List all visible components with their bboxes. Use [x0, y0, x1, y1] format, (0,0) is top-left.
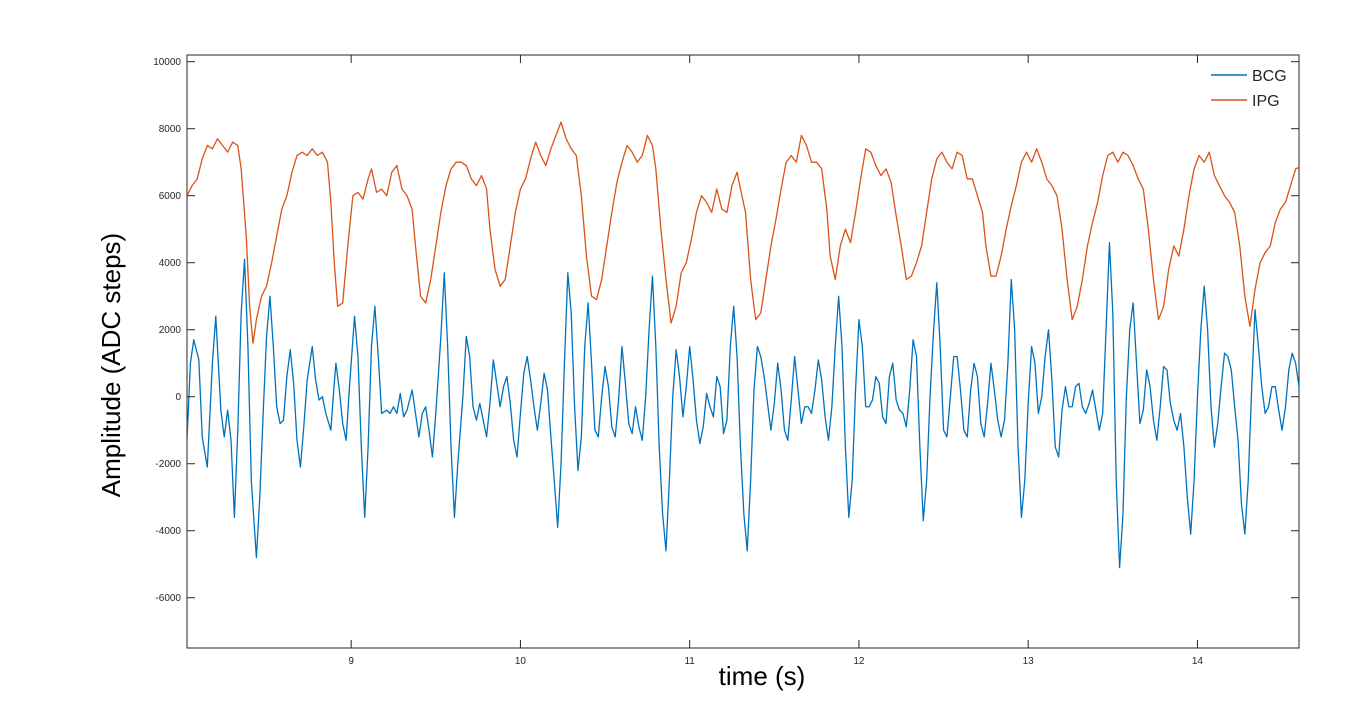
series-layer: [187, 121, 1299, 569]
y-tick-label: 0: [175, 392, 181, 403]
y-axis-label: Amplitude (ADC steps): [96, 233, 126, 497]
x-tick-label: 11: [684, 656, 695, 667]
series-line-bcg: [187, 241, 1299, 569]
y-tick-label: -4000: [155, 526, 181, 537]
y-axis-ticks: -6000 -4000 -2000 0 2000 4000 6000 8000 10000: [153, 57, 1299, 604]
x-tick-label: 13: [1023, 656, 1035, 667]
series-line-ipg: [187, 121, 1299, 344]
x-tick-label: 12: [853, 656, 865, 667]
x-tick-label: 14: [1192, 656, 1204, 667]
y-tick-label: 8000: [159, 124, 182, 135]
y-tick-label: 6000: [159, 191, 182, 202]
x-axis-ticks: 9 10 11 12 13 14: [348, 55, 1203, 667]
y-tick-label: 2000: [159, 325, 182, 336]
axes-box: [186, 54, 1300, 649]
y-tick-label: 4000: [159, 258, 182, 269]
y-tick-label: -6000: [155, 593, 181, 604]
x-tick-label: 9: [348, 656, 354, 667]
x-axis-label: time (s): [719, 661, 806, 691]
legend-label-bcg: BCG: [1252, 68, 1287, 85]
plot-area: [186, 54, 1300, 649]
legend-label-ipg: IPG: [1252, 93, 1280, 110]
legend: BCG IPG: [1211, 68, 1287, 110]
y-tick-label: 10000: [153, 57, 181, 68]
x-tick-label: 10: [515, 656, 527, 667]
y-tick-label: -2000: [155, 459, 181, 470]
